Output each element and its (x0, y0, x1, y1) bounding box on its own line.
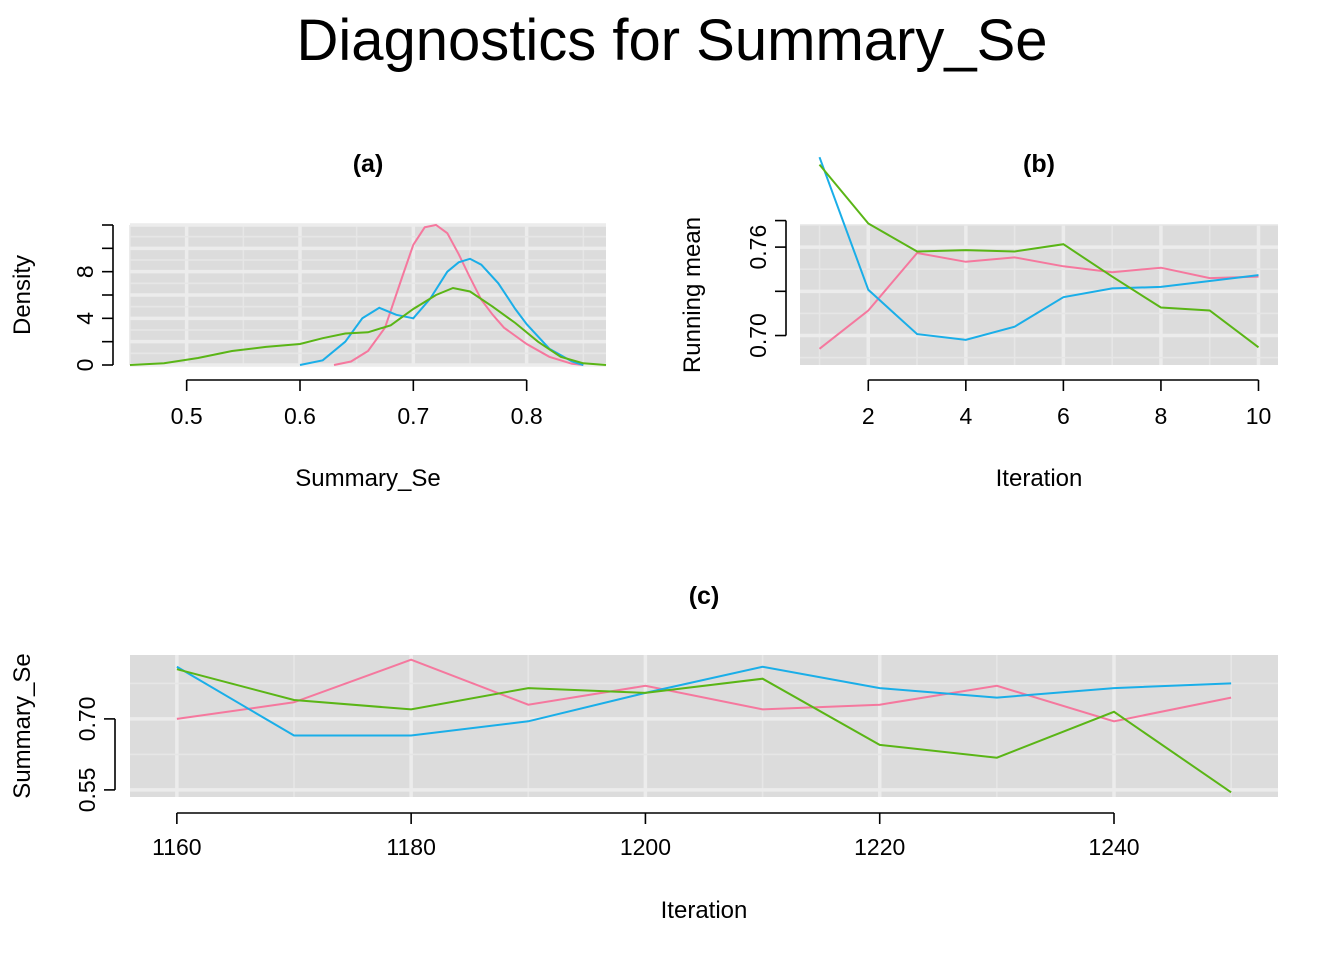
x-tick-label: 1240 (1088, 834, 1139, 860)
x-tick-label: 1180 (386, 834, 435, 860)
x-axis: 2 4 6 8 10 (862, 379, 1272, 429)
y-axis: 0 4 8 (72, 224, 114, 372)
panel-b-running-mean: 2 4 6 8 10 0.70 0.76 (b) Iteration Running mean (679, 150, 1278, 492)
series-line-1 (333, 223, 584, 366)
x-tick-label: 2 (862, 403, 875, 429)
plot-background (130, 655, 1278, 797)
y-tick-label: 0.55 (74, 768, 100, 813)
panel-a-density: 0.5 0.6 0.7 0.8 0 4 8 (a) Summary_Se Density (9, 150, 607, 492)
series-line-1 (818, 251, 1259, 350)
x-tick-label: 6 (1057, 403, 1070, 429)
y-axis: 0.70 0.76 (745, 219, 787, 358)
series-line-3 (129, 286, 607, 366)
y-tick-label: 4 (72, 312, 98, 325)
y-tick-label: 0.70 (745, 313, 771, 358)
x-tick-label: 4 (959, 403, 972, 429)
x-axis-label: Summary_Se (295, 465, 440, 492)
x-tick-label: 0.7 (397, 403, 429, 429)
x-axis: 0.5 0.6 0.7 0.8 (171, 379, 543, 429)
x-tick-label: 1220 (854, 834, 905, 860)
figure-title: Diagnostics for Summary_Se (296, 8, 1047, 73)
x-axis-label: Iteration (661, 897, 748, 924)
series-line-1 (176, 658, 1232, 723)
panel-title: (c) (689, 582, 720, 610)
x-tick-label: 0.8 (511, 403, 543, 429)
series-line-2 (818, 156, 1259, 341)
x-tick-label: 0.6 (284, 403, 316, 429)
grid (130, 655, 1278, 797)
y-axis: 0.55 0.70 (74, 697, 116, 813)
series-line-3 (818, 163, 1260, 349)
y-axis-label: Running mean (679, 217, 706, 373)
x-tick-label: 1200 (620, 834, 671, 860)
series-line-2 (299, 257, 584, 366)
panel-title: (a) (353, 150, 384, 178)
y-tick-label: 8 (72, 265, 98, 278)
x-axis-label: Iteration (996, 465, 1083, 492)
x-tick-label: 1160 (152, 834, 201, 860)
grid (129, 223, 606, 367)
x-tick-label: 0.5 (171, 403, 203, 429)
x-tick-label: 8 (1155, 403, 1168, 429)
y-tick-label: 0.70 (74, 697, 100, 742)
x-tick-label: 10 (1246, 403, 1272, 429)
series-line-2 (176, 665, 1232, 737)
panel-c-trace: 1160 1180 1200 1220 1240 0.55 0.70 (c) Iteration… (9, 582, 1278, 924)
y-axis-label: Density (9, 255, 36, 335)
y-tick-label: 0.76 (745, 225, 771, 270)
y-tick-label: 0 (72, 359, 98, 372)
y-axis-label: Summary_Se (9, 653, 36, 798)
series-line-3 (176, 668, 1232, 794)
x-axis: 1160 1180 1200 1220 1240 (152, 812, 1140, 860)
panel-title: (b) (1023, 150, 1055, 178)
